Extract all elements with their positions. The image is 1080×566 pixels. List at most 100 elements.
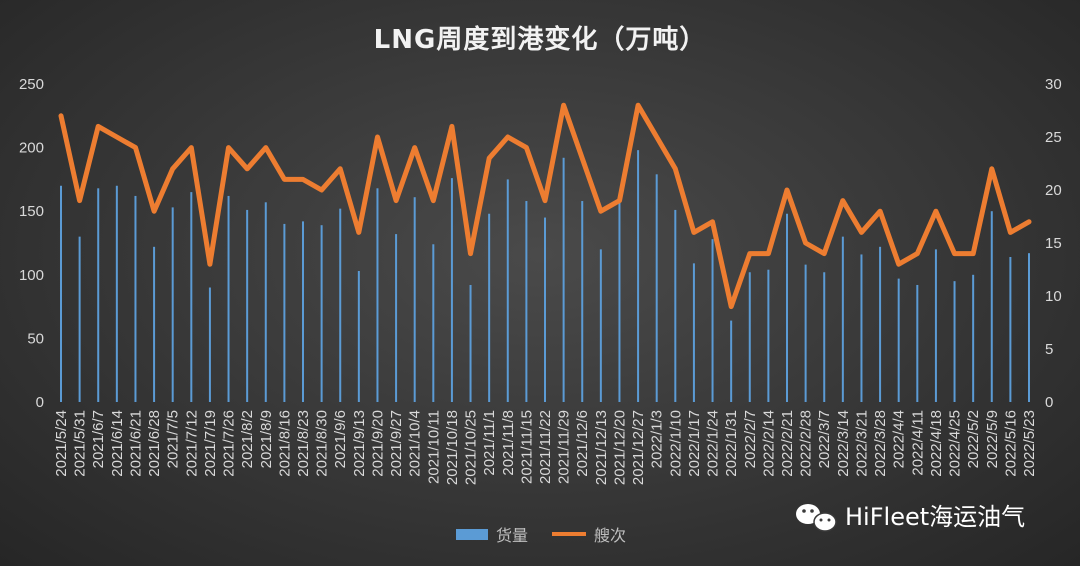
line-point bbox=[77, 198, 82, 203]
bar bbox=[618, 195, 621, 402]
bar bbox=[246, 209, 249, 402]
x-tick-label: 2022/5/16 bbox=[1002, 410, 1019, 477]
y-right-tick-label: 5 bbox=[1045, 341, 1053, 358]
line-point bbox=[301, 177, 305, 182]
bar-series-cargo bbox=[60, 150, 1030, 402]
y-right-tick-label: 10 bbox=[1045, 288, 1062, 305]
y-right-tick-label: 0 bbox=[1045, 394, 1053, 411]
line-series-calls bbox=[58, 102, 1032, 310]
bar bbox=[804, 264, 807, 402]
bar bbox=[302, 221, 304, 402]
bar bbox=[1009, 256, 1012, 402]
x-tick-label: 2021/12/20 bbox=[611, 410, 628, 485]
y-left-tick-label: 100 bbox=[19, 267, 44, 284]
x-tick-label: 2021/11/22 bbox=[537, 410, 554, 484]
bar bbox=[897, 278, 900, 402]
line-point bbox=[468, 251, 473, 256]
line-point bbox=[580, 156, 585, 161]
line-point bbox=[989, 166, 994, 171]
y-left-tick-label: 150 bbox=[19, 203, 44, 220]
bar bbox=[562, 157, 565, 402]
line-point bbox=[915, 251, 920, 256]
x-axis: 2021/5/24 2021/5/31 2021/6/7 2021/6/14 2021/… bbox=[53, 410, 1038, 485]
bar bbox=[786, 213, 788, 402]
bar bbox=[1028, 253, 1030, 402]
bar bbox=[879, 246, 882, 402]
bar bbox=[730, 320, 733, 402]
x-tick-label: 2022/4/18 bbox=[928, 410, 945, 477]
line-point bbox=[598, 209, 603, 214]
x-tick-label: 2021/11/29 bbox=[556, 410, 573, 484]
legend-bar-swatch bbox=[456, 529, 488, 540]
y-left-tick-label: 0 bbox=[36, 394, 44, 411]
line-point bbox=[933, 209, 938, 214]
y-right-tick-label: 15 bbox=[1045, 235, 1062, 252]
y-right-tick-label: 25 bbox=[1045, 129, 1062, 146]
bar bbox=[767, 269, 770, 402]
x-tick-label: 2022/3/14 bbox=[835, 410, 852, 477]
line-point bbox=[394, 198, 399, 203]
bar bbox=[599, 249, 602, 402]
x-tick-label: 2022/3/21 bbox=[853, 410, 870, 477]
wechat-icon bbox=[796, 504, 837, 532]
x-tick-label: 2021/12/6 bbox=[574, 410, 591, 477]
x-tick-label: 2021/6/14 bbox=[109, 410, 126, 477]
x-tick-label: 2022/4/4 bbox=[891, 410, 908, 468]
x-tick-label: 2022/1/31 bbox=[723, 410, 740, 477]
line-point bbox=[1008, 230, 1013, 235]
line-point bbox=[487, 156, 492, 161]
x-tick-label: 2021/5/31 bbox=[72, 410, 89, 477]
line-point bbox=[971, 251, 976, 256]
bar bbox=[134, 195, 137, 402]
y-left-tick-label: 200 bbox=[19, 140, 44, 157]
line-point bbox=[785, 188, 789, 192]
bar bbox=[711, 239, 714, 402]
x-tick-label: 2021/9/27 bbox=[388, 410, 405, 477]
right-y-axis: 0 5 10 15 20 25 30 bbox=[1045, 76, 1062, 411]
bar bbox=[748, 272, 751, 402]
legend-line-label: 艘次 bbox=[594, 526, 626, 545]
watermark: HiFleet海运油气 bbox=[796, 503, 1025, 532]
line-point bbox=[431, 198, 436, 203]
y-left-tick-label: 50 bbox=[27, 330, 44, 347]
bar bbox=[339, 208, 342, 402]
x-tick-label: 2021/6/28 bbox=[146, 410, 163, 477]
x-tick-label: 2021/9/13 bbox=[351, 410, 368, 477]
x-tick-label: 2021/8/16 bbox=[276, 410, 293, 477]
bar bbox=[97, 188, 100, 402]
bar bbox=[153, 246, 156, 402]
x-tick-label: 2021/12/27 bbox=[630, 410, 647, 485]
line-point bbox=[952, 251, 957, 256]
x-tick-label: 2021/11/8 bbox=[500, 410, 517, 476]
bar bbox=[953, 281, 956, 402]
legend-bar-label: 货量 bbox=[496, 526, 528, 545]
x-tick-label: 2022/1/17 bbox=[686, 410, 703, 477]
bar bbox=[432, 244, 435, 402]
x-tick-label: 2022/1/3 bbox=[649, 410, 666, 468]
line-point bbox=[617, 198, 622, 203]
bar bbox=[637, 150, 640, 402]
x-tick-label: 2021/8/9 bbox=[258, 410, 275, 468]
bar bbox=[934, 249, 937, 402]
line-point bbox=[189, 145, 194, 150]
line-point bbox=[245, 166, 250, 171]
bar bbox=[674, 209, 677, 402]
x-tick-label: 2021/8/23 bbox=[295, 410, 312, 477]
x-tick-label: 2021/6/21 bbox=[127, 410, 144, 477]
line-point bbox=[636, 103, 641, 108]
x-tick-label: 2022/4/25 bbox=[947, 410, 964, 477]
x-tick-label: 2021/10/4 bbox=[407, 410, 424, 477]
line-point bbox=[543, 198, 547, 203]
y-right-tick-label: 20 bbox=[1045, 182, 1062, 199]
watermark-text: HiFleet海运油气 bbox=[845, 503, 1025, 531]
chart-title: LNG周度到港变化（万吨） bbox=[374, 24, 707, 55]
line-point bbox=[859, 230, 864, 235]
line-point bbox=[152, 209, 157, 214]
x-tick-label: 2021/8/2 bbox=[239, 410, 256, 468]
x-tick-label: 2021/10/25 bbox=[463, 410, 480, 485]
line-point bbox=[338, 166, 343, 171]
x-tick-label: 2021/7/12 bbox=[183, 410, 200, 477]
line-point bbox=[412, 145, 417, 150]
x-tick-label: 2022/5/2 bbox=[965, 410, 982, 468]
line-point bbox=[729, 304, 734, 309]
